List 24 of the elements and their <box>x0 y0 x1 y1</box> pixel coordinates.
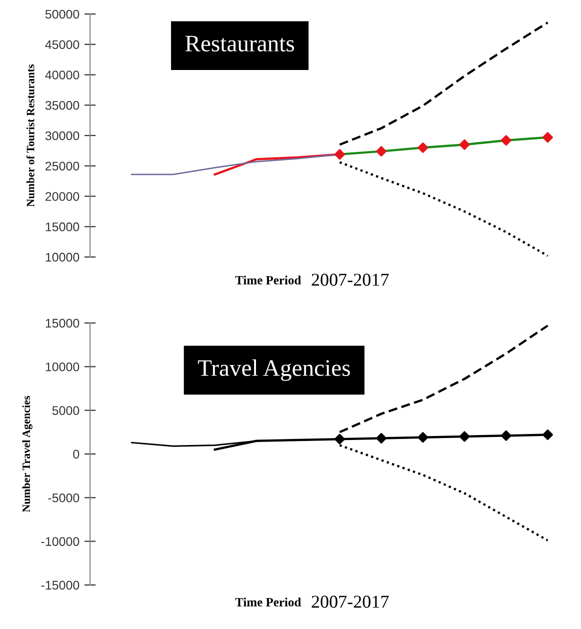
y-axis-title: Number Travel Agencies <box>22 396 32 512</box>
y-tick-label: 15000 <box>46 222 80 232</box>
y-tick-label: 40000 <box>45 70 80 80</box>
text: 2007-2017 <box>312 274 389 286</box>
y-tick-label: 45000 <box>45 40 80 50</box>
y-axis-title: Number of Tourist Resturants <box>26 64 34 207</box>
y-tick-label: 10000 <box>46 362 80 372</box>
y-tick-label: 35000 <box>45 100 80 110</box>
y-tick-label: -5000 <box>48 493 80 502</box>
y-tick-label: 30000 <box>45 131 80 140</box>
y-tick-label: 5000 <box>52 406 80 415</box>
y-tick-label: 25000 <box>46 162 80 171</box>
y-tick-label: -10000 <box>41 537 80 546</box>
y-tick-label: 15000 <box>46 318 80 328</box>
text: 2007-2017 <box>312 596 389 608</box>
text: Travel Agencies <box>198 359 350 381</box>
text: Restaurants <box>185 36 294 52</box>
y-tick-label: 50000 <box>45 10 80 19</box>
y-tick-label: 10000 <box>46 252 80 262</box>
y-tick-label: 20000 <box>46 192 80 201</box>
x-axis-title: Time Period <box>235 598 302 606</box>
x-axis-title: Time Period <box>235 276 302 284</box>
y-tick-label: 0 <box>73 450 80 459</box>
y-tick-label: -15000 <box>41 580 80 590</box>
